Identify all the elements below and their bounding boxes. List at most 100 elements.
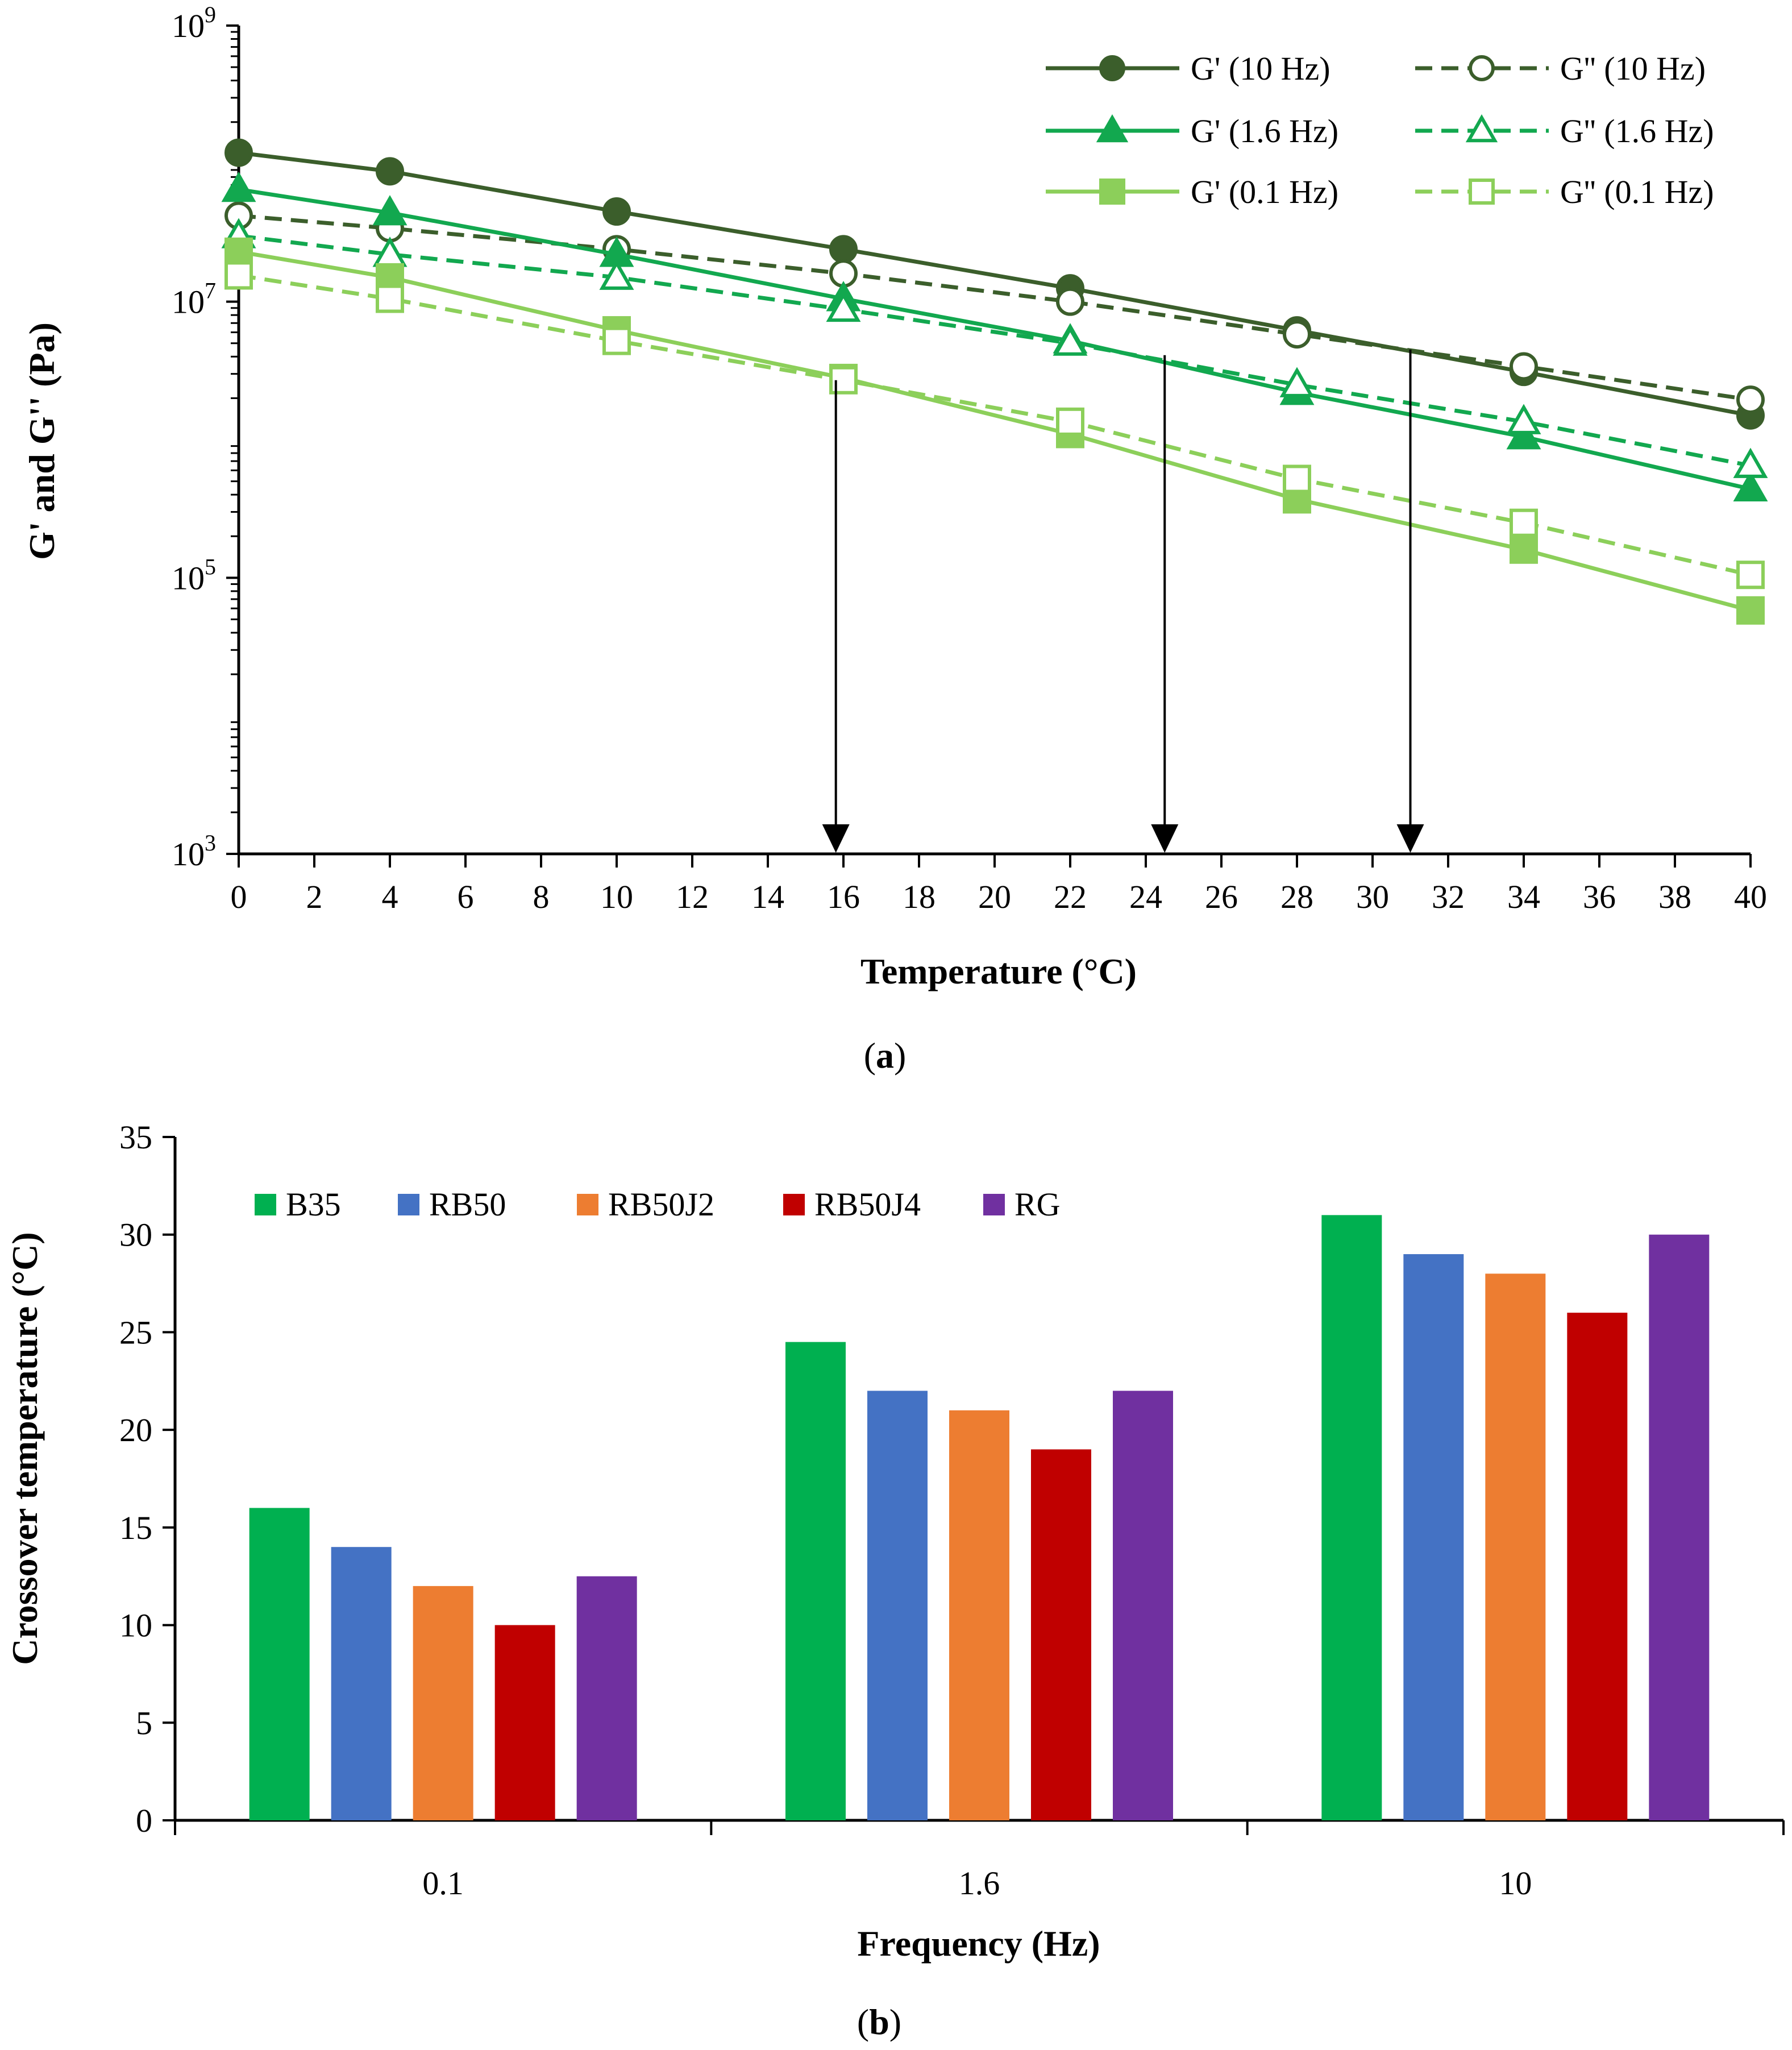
series-g-1.6-hz- bbox=[221, 171, 1768, 502]
series-line bbox=[238, 151, 1751, 418]
legend-swatch bbox=[398, 1194, 419, 1215]
panel-a-y-axis-title: G' and G'' (Pa) bbox=[22, 322, 62, 560]
legend-label: G' (1.6 Hz) bbox=[1191, 113, 1338, 150]
legend-label: B35 bbox=[286, 1186, 341, 1223]
y-tick-label: 107 bbox=[172, 278, 216, 321]
x-tick-label: 4 bbox=[382, 878, 398, 915]
x-tick-label: 10 bbox=[1499, 1865, 1532, 1902]
data-point bbox=[1506, 404, 1541, 434]
data-point bbox=[1510, 535, 1538, 564]
legend-entry: RG bbox=[983, 1186, 1061, 1223]
data-point bbox=[1283, 464, 1311, 493]
x-tick-label: 18 bbox=[903, 878, 936, 915]
data-point bbox=[602, 197, 631, 226]
data-point bbox=[1510, 352, 1538, 381]
x-tick-label: 36 bbox=[1583, 878, 1616, 915]
x-tick-label: 32 bbox=[1432, 878, 1465, 915]
data-point bbox=[1733, 471, 1768, 502]
bar-rg bbox=[1113, 1391, 1173, 1820]
legend-label: RB50J2 bbox=[608, 1186, 714, 1223]
panel-a-series bbox=[221, 138, 1768, 625]
arrow-head bbox=[1396, 824, 1424, 853]
panel-a-crossover-arrows bbox=[822, 349, 1424, 853]
y-tick-label: 30 bbox=[119, 1217, 152, 1254]
legend-entry: B35 bbox=[255, 1186, 341, 1223]
data-point bbox=[224, 237, 253, 266]
x-tick-label: 14 bbox=[751, 878, 784, 915]
panel-b-x-ticks: 0.1 1.6 10 bbox=[174, 1820, 1785, 1902]
x-tick-label: 40 bbox=[1734, 878, 1767, 915]
data-point bbox=[224, 138, 253, 167]
bar-rb50 bbox=[1403, 1254, 1464, 1820]
y-tick-label: 109 bbox=[172, 2, 216, 44]
panel-a-x-axis-title: Temperature (°C) bbox=[860, 951, 1137, 991]
data-point bbox=[372, 195, 408, 226]
bar-rg bbox=[1649, 1234, 1710, 1820]
x-tick-label: 2 bbox=[306, 878, 323, 915]
legend-entry: G'' (1.6 Hz) bbox=[1415, 113, 1714, 150]
legend-entry: G' (0.1 Hz) bbox=[1046, 173, 1338, 210]
legend-swatch bbox=[783, 1194, 805, 1215]
legend-label: RG bbox=[1015, 1186, 1061, 1223]
x-tick-label: 8 bbox=[533, 878, 550, 915]
y-tick-label: 10 bbox=[119, 1607, 152, 1644]
y-tick-label: 5 bbox=[136, 1704, 152, 1741]
arrow-head bbox=[822, 824, 850, 853]
series-g-10-hz- bbox=[224, 138, 1765, 430]
data-point bbox=[1733, 447, 1768, 478]
panel-b-bar-chart: 0 5 10 15 20 25 30 35 0.1 1.6 10 B35 RB50 RB50J2 RB5… bbox=[5, 1119, 1785, 2042]
data-point bbox=[1053, 325, 1088, 356]
x-tick-label: 28 bbox=[1280, 878, 1313, 915]
data-point bbox=[376, 284, 404, 313]
y-tick-label: 105 bbox=[172, 554, 216, 596]
series-line bbox=[238, 213, 1751, 402]
data-point bbox=[1099, 179, 1125, 205]
series-line bbox=[238, 234, 1751, 468]
data-point bbox=[221, 171, 256, 202]
x-tick-label: 1.6 bbox=[959, 1865, 1000, 1902]
bar-b35 bbox=[249, 1508, 310, 1820]
legend-entry: G'' (0.1 Hz) bbox=[1415, 173, 1714, 210]
legend-entry: G' (10 Hz) bbox=[1046, 50, 1331, 87]
data-point bbox=[1469, 179, 1495, 205]
data-point bbox=[376, 157, 404, 186]
x-tick-label: 12 bbox=[676, 878, 709, 915]
bar-rb50 bbox=[867, 1391, 928, 1820]
data-point bbox=[1099, 55, 1125, 81]
legend-label: G'' (10 Hz) bbox=[1560, 50, 1706, 87]
legend-entry: RB50J4 bbox=[783, 1186, 921, 1223]
x-tick-label: 0.1 bbox=[422, 1865, 464, 1902]
bar-rb50j2 bbox=[1485, 1273, 1546, 1820]
data-point bbox=[1056, 407, 1084, 436]
data-point bbox=[1736, 385, 1765, 414]
legend-label: G'' (1.6 Hz) bbox=[1560, 113, 1714, 150]
legend-swatch bbox=[577, 1194, 598, 1215]
bar-b35 bbox=[785, 1342, 846, 1820]
y-tick-label: 0 bbox=[136, 1802, 152, 1839]
x-tick-label: 30 bbox=[1356, 878, 1389, 915]
panel-b-x-axis-title: Frequency (Hz) bbox=[857, 1923, 1100, 1964]
legend-label: G' (0.1 Hz) bbox=[1191, 173, 1338, 210]
bar-rb50j4 bbox=[494, 1625, 555, 1820]
bar-rb50j2 bbox=[949, 1410, 1009, 1820]
data-point bbox=[1736, 561, 1765, 590]
y-tick-label: 25 bbox=[119, 1314, 152, 1351]
panel-a-y-ticks: 103 105 107 109 bbox=[172, 2, 239, 873]
legend-entry: RB50J2 bbox=[577, 1186, 714, 1223]
series-line bbox=[238, 187, 1751, 491]
panel-a-label: (a) bbox=[864, 1035, 907, 1076]
series-g-1.6-hz- bbox=[221, 218, 1768, 478]
y-tick-label: 20 bbox=[119, 1412, 152, 1449]
data-point bbox=[1283, 320, 1311, 349]
panel-b-legend: B35 RB50 RB50J2 RB50J4 RG bbox=[255, 1186, 1061, 1223]
arrow-head bbox=[1151, 824, 1179, 853]
bar-rg bbox=[576, 1576, 637, 1820]
panel-b-bars bbox=[249, 1215, 1710, 1820]
bar-rb50 bbox=[331, 1547, 392, 1820]
series-line bbox=[238, 273, 1751, 577]
panel-b-label: (b) bbox=[857, 2002, 901, 2042]
y-tick-label: 15 bbox=[119, 1509, 152, 1546]
legend-entry: RB50 bbox=[398, 1186, 506, 1223]
